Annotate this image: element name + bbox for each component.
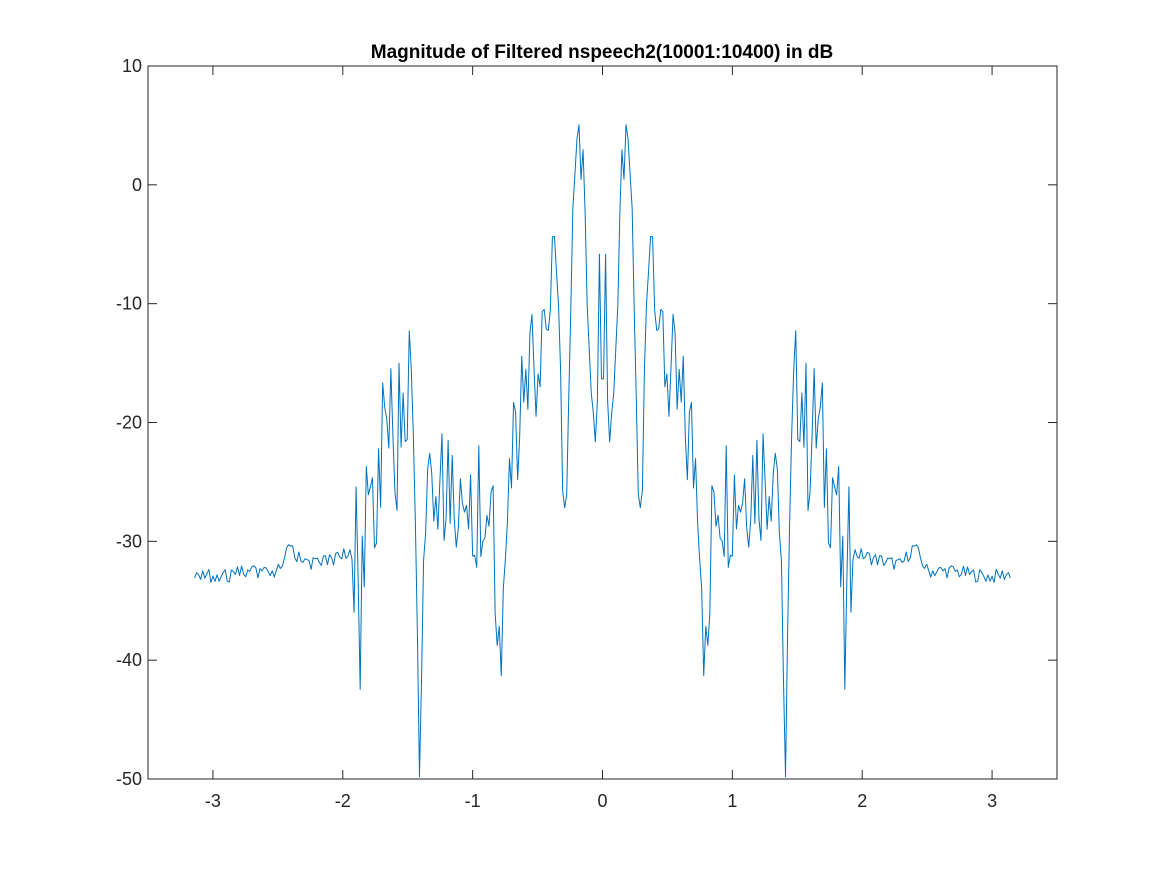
chart-title: Magnitude of Filtered nspeech2(10001:104… bbox=[371, 42, 833, 63]
x-tick-label: 0 bbox=[597, 791, 607, 811]
series-layer bbox=[194, 124, 1011, 778]
y-tick-label: -40 bbox=[116, 650, 142, 670]
y-tick-label: -20 bbox=[116, 413, 142, 433]
series-line bbox=[194, 124, 1011, 778]
y-tick-label: -30 bbox=[116, 531, 142, 551]
y-axis: 10 0 -10 -20 -30 -40 -50 bbox=[116, 56, 1057, 789]
y-tick-label: 10 bbox=[122, 56, 142, 76]
x-axis: -3 -2 -1 0 1 2 3 bbox=[205, 66, 997, 811]
y-tick-label: -10 bbox=[116, 294, 142, 314]
x-tick-label: 2 bbox=[857, 791, 867, 811]
y-tick-label: -50 bbox=[116, 769, 142, 789]
x-tick-label: 3 bbox=[987, 791, 997, 811]
x-tick-label: -2 bbox=[335, 791, 351, 811]
x-tick-label: -1 bbox=[465, 791, 481, 811]
x-tick-label: 1 bbox=[727, 791, 737, 811]
y-tick-label: 0 bbox=[132, 175, 142, 195]
x-tick-label: -3 bbox=[205, 791, 221, 811]
